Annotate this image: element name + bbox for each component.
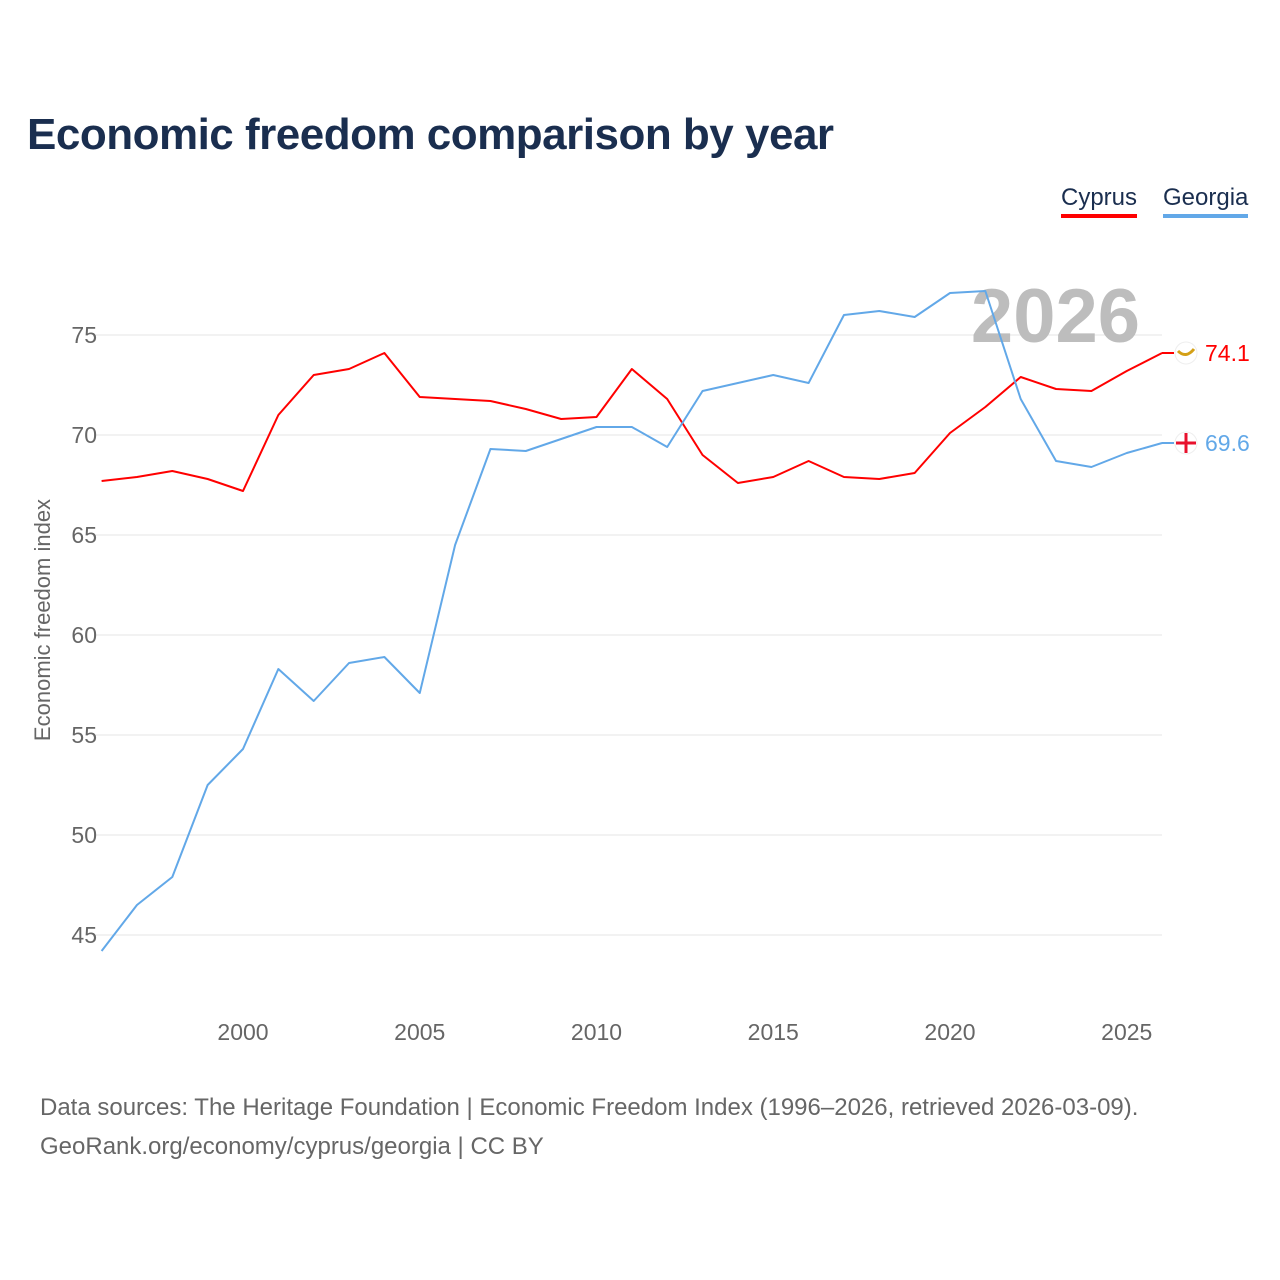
source-note: Data sources: The Heritage Foundation | … [40,1088,1138,1166]
data-point-cyprus [807,459,811,463]
data-point-cyprus [382,351,386,355]
data-point-georgia [877,309,881,313]
data-point-cyprus [1125,369,1129,373]
y-tick-label: 55 [71,722,97,748]
data-point-georgia [241,747,245,751]
data-point-cyprus [418,395,422,399]
data-point-georgia [524,449,528,453]
data-point-georgia [488,447,492,451]
data-point-georgia [312,699,316,703]
data-point-cyprus [630,367,634,371]
data-point-georgia [559,437,563,441]
data-point-georgia [701,389,705,393]
x-tick-label: 2005 [394,1019,445,1045]
data-point-georgia [595,425,599,429]
x-tick-label: 2015 [748,1019,799,1045]
georgia-flag-cross-icon [1176,441,1196,445]
data-point-georgia [630,425,634,429]
data-point-cyprus [559,417,563,421]
data-point-cyprus [347,367,351,371]
data-point-cyprus [877,477,881,481]
data-point-georgia [382,655,386,659]
data-point-georgia [1054,459,1058,463]
data-point-cyprus [488,399,492,403]
data-point-georgia [170,875,174,879]
x-tick-label: 2000 [217,1019,268,1045]
data-point-georgia [1125,451,1129,455]
x-tick-label: 2025 [1101,1019,1152,1045]
end-value-label-cyprus: 74.1 [1205,340,1250,366]
data-point-cyprus [100,479,104,483]
data-point-georgia [1089,465,1093,469]
data-point-georgia [100,949,104,953]
y-tick-label: 60 [71,622,97,648]
data-point-cyprus [701,453,705,457]
source-line-1: Data sources: The Heritage Foundation | … [40,1094,1139,1121]
source-line-2[interactable]: GeoRank.org/economy/cyprus/georgia | CC … [40,1133,544,1160]
data-point-georgia [276,667,280,671]
x-tick-label: 2020 [924,1019,975,1045]
data-point-cyprus [736,481,740,485]
data-point-georgia [1019,397,1023,401]
data-point-cyprus [1054,387,1058,391]
data-point-cyprus [1019,375,1023,379]
data-point-cyprus [276,413,280,417]
y-tick-label: 70 [71,422,97,448]
data-point-cyprus [771,475,775,479]
data-point-cyprus [241,489,245,493]
data-point-cyprus [948,431,952,435]
data-point-cyprus [135,475,139,479]
data-point-georgia [135,903,139,907]
data-point-cyprus [595,415,599,419]
cyprus-flag-map-icon [1176,348,1196,356]
data-point-cyprus [312,373,316,377]
data-point-cyprus [206,477,210,481]
y-axis-label: Economic freedom index [30,499,55,741]
data-point-cyprus [1089,389,1093,393]
data-point-georgia [206,783,210,787]
chart-title: Economic freedom comparison by year [27,110,834,159]
data-point-cyprus [453,397,457,401]
data-point-cyprus [913,471,917,475]
series-line-georgia [100,290,1163,952]
data-point-cyprus [842,475,846,479]
data-point-georgia [347,661,351,665]
data-point-georgia [736,381,740,385]
data-point-cyprus [524,407,528,411]
data-point-georgia [418,691,422,695]
legend-cyprus[interactable]: Cyprus [1061,184,1138,218]
data-point-georgia [948,291,952,295]
data-point-georgia [913,315,917,319]
y-tick-label: 65 [71,522,97,548]
x-tick-label: 2010 [571,1019,622,1045]
y-tick-label: 45 [71,922,97,948]
year-watermark: 2026 [971,274,1140,359]
data-point-cyprus [170,469,174,473]
legend-georgia[interactable]: Georgia [1163,184,1249,218]
data-point-georgia [983,289,987,293]
data-point-cyprus [665,397,669,401]
y-tick-label: 50 [71,822,97,848]
data-point-georgia [771,373,775,377]
series-line-cyprus [101,352,1163,492]
data-point-georgia [807,381,811,385]
y-tick-label: 75 [71,322,97,348]
end-value-label-georgia: 69.6 [1205,430,1250,456]
data-point-georgia [665,445,669,449]
data-point-cyprus [983,405,987,409]
data-point-georgia [453,543,457,547]
data-point-georgia [842,313,846,317]
